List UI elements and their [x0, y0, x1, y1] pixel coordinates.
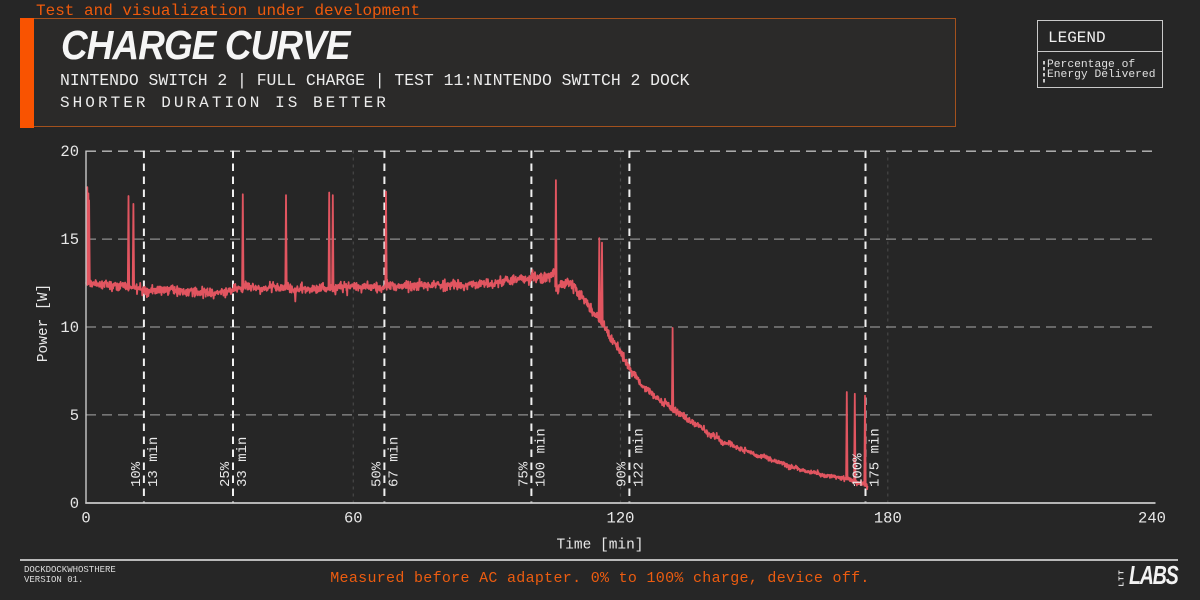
svg-text:25%: 25%	[218, 461, 234, 487]
svg-text:Power [W]: Power [W]	[36, 284, 52, 362]
svg-text:10%: 10%	[129, 461, 145, 487]
svg-text:Time [min]: Time [min]	[556, 538, 643, 554]
svg-text:90%: 90%	[614, 461, 630, 487]
svg-text:67 min: 67 min	[386, 437, 402, 487]
svg-text:13 min: 13 min	[146, 437, 162, 487]
svg-text:15: 15	[60, 231, 79, 249]
svg-text:0: 0	[70, 495, 79, 513]
svg-text:50%: 50%	[369, 461, 385, 487]
svg-text:180: 180	[874, 510, 902, 528]
svg-text:20: 20	[60, 143, 79, 161]
svg-text:0: 0	[81, 510, 90, 528]
svg-text:33 min: 33 min	[235, 437, 251, 487]
svg-text:60: 60	[344, 510, 363, 528]
svg-text:100%: 100%	[851, 453, 867, 487]
svg-text:122 min: 122 min	[631, 428, 647, 487]
svg-text:10: 10	[60, 319, 79, 337]
svg-text:100 min: 100 min	[533, 428, 549, 487]
svg-text:5: 5	[70, 407, 79, 425]
svg-text:175 min: 175 min	[868, 428, 884, 487]
svg-text:120: 120	[607, 510, 635, 528]
svg-text:75%: 75%	[516, 461, 532, 487]
svg-text:240: 240	[1138, 510, 1166, 528]
